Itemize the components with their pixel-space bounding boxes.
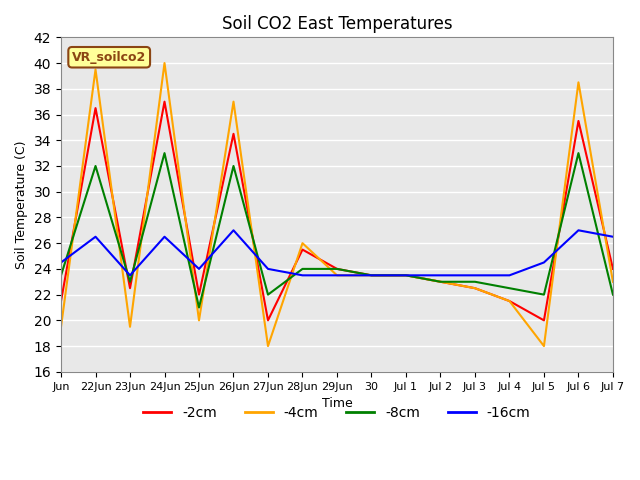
Legend: -2cm, -4cm, -8cm, -16cm: -2cm, -4cm, -8cm, -16cm	[138, 400, 536, 425]
-8cm	[92, 163, 99, 169]
-2cm	[540, 317, 548, 323]
-2cm	[161, 99, 168, 105]
-4cm	[299, 240, 307, 246]
-16cm	[126, 273, 134, 278]
-16cm	[333, 273, 341, 278]
-2cm	[575, 118, 582, 124]
-4cm	[367, 273, 375, 278]
-4cm	[264, 343, 272, 349]
-2cm	[333, 266, 341, 272]
-16cm	[92, 234, 99, 240]
-4cm	[333, 273, 341, 278]
-4cm	[402, 273, 410, 278]
-8cm	[471, 279, 479, 285]
-8cm	[402, 273, 410, 278]
-16cm	[575, 228, 582, 233]
-16cm	[299, 273, 307, 278]
-8cm	[575, 150, 582, 156]
-16cm	[57, 260, 65, 265]
-4cm	[161, 60, 168, 66]
-16cm	[195, 266, 203, 272]
-4cm	[92, 67, 99, 72]
-16cm	[402, 273, 410, 278]
-2cm	[402, 273, 410, 278]
-16cm	[609, 234, 617, 240]
X-axis label: Time: Time	[322, 397, 353, 410]
-16cm	[436, 273, 444, 278]
-4cm	[575, 80, 582, 85]
-16cm	[367, 273, 375, 278]
-16cm	[264, 266, 272, 272]
-4cm	[230, 99, 237, 105]
-16cm	[506, 273, 513, 278]
Line: -2cm: -2cm	[61, 102, 613, 320]
-2cm	[436, 279, 444, 285]
-8cm	[195, 305, 203, 311]
-2cm	[299, 247, 307, 252]
-2cm	[57, 298, 65, 304]
-2cm	[264, 317, 272, 323]
-2cm	[126, 285, 134, 291]
-8cm	[436, 279, 444, 285]
-8cm	[609, 292, 617, 298]
-4cm	[57, 324, 65, 330]
Text: VR_soilco2: VR_soilco2	[72, 51, 147, 64]
-8cm	[333, 266, 341, 272]
-16cm	[161, 234, 168, 240]
-2cm	[230, 131, 237, 137]
-8cm	[264, 292, 272, 298]
-2cm	[92, 105, 99, 111]
-4cm	[540, 343, 548, 349]
-4cm	[436, 279, 444, 285]
-16cm	[230, 228, 237, 233]
-8cm	[161, 150, 168, 156]
-4cm	[195, 317, 203, 323]
-8cm	[299, 266, 307, 272]
Y-axis label: Soil Temperature (C): Soil Temperature (C)	[15, 140, 28, 269]
-8cm	[126, 279, 134, 285]
-2cm	[471, 285, 479, 291]
-8cm	[506, 285, 513, 291]
-2cm	[506, 298, 513, 304]
-16cm	[540, 260, 548, 265]
Line: -16cm: -16cm	[61, 230, 613, 276]
-8cm	[230, 163, 237, 169]
-4cm	[609, 279, 617, 285]
Line: -8cm: -8cm	[61, 153, 613, 308]
-16cm	[471, 273, 479, 278]
-8cm	[57, 273, 65, 278]
-2cm	[367, 273, 375, 278]
Line: -4cm: -4cm	[61, 63, 613, 346]
Title: Soil CO2 East Temperatures: Soil CO2 East Temperatures	[221, 15, 452, 33]
-2cm	[195, 292, 203, 298]
-4cm	[126, 324, 134, 330]
-8cm	[367, 273, 375, 278]
-8cm	[540, 292, 548, 298]
-4cm	[506, 298, 513, 304]
-4cm	[471, 285, 479, 291]
-2cm	[609, 266, 617, 272]
